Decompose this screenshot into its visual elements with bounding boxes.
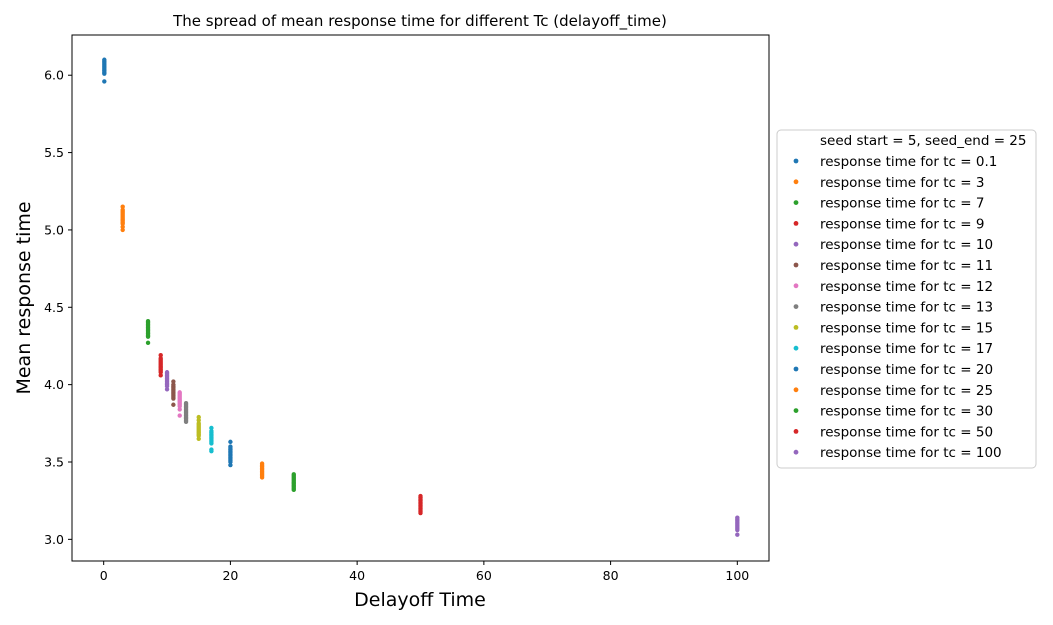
y-tick-label-3: 4.5 (44, 300, 64, 315)
legend-marker-9 (793, 345, 799, 351)
chart-title: The spread of mean response time for dif… (172, 12, 667, 31)
data-point-s2-0 (145, 340, 151, 346)
legend-marker-11 (793, 387, 799, 393)
x-axis-ticks: 0 20 40 60 80 100 (100, 561, 749, 583)
legend-entry-5: response time for tc = 11 (820, 258, 993, 274)
legend-entry-6: response time for tc = 12 (820, 279, 993, 295)
x-tick-label-1: 20 (222, 568, 238, 583)
x-tick-label-3: 60 (476, 568, 492, 583)
data-point-s4-10 (164, 370, 170, 375)
data-point-s0-10 (102, 57, 107, 62)
legend-entry-14: response time for tc = 100 (820, 445, 1002, 461)
y-tick-label-0: 3.0 (44, 532, 64, 547)
data-point-s12-10 (291, 472, 296, 477)
data-point-s0-0 (102, 79, 107, 84)
data-point-s3-10 (158, 356, 163, 361)
legend-marker-6 (793, 283, 799, 289)
plot-frame (71, 34, 770, 562)
legend-entry-13: response time for tc = 50 (820, 424, 993, 440)
x-axis-label: Delayoff Time (354, 589, 486, 611)
legend-entry-2: response time for tc = 7 (820, 196, 984, 212)
legend-marker-14 (793, 449, 799, 455)
legend-entry-1: response time for tc = 3 (820, 175, 984, 191)
data-point-s3-0 (158, 373, 163, 378)
data-point-s8-10 (196, 418, 201, 423)
data-point-s13-11 (418, 493, 423, 499)
legend-items: response time for tc = 0.1 response time … (793, 154, 1002, 461)
legend: seed start = 5, seed_end = 25 response t… (776, 129, 1037, 469)
data-point-s4-0 (164, 387, 170, 392)
x-tick-label-2: 40 (349, 568, 365, 583)
data-point-s11-9 (259, 461, 265, 466)
data-point-s9-11 (209, 425, 214, 431)
legend-entry-8: response time for tc = 15 (820, 320, 993, 336)
data-point-s14-9 (735, 515, 740, 520)
plot-area (72, 35, 769, 561)
data-point-s6-11 (177, 390, 182, 395)
legend-marker-1 (793, 179, 799, 185)
legend-marker-7 (793, 304, 799, 309)
y-tick-label-1: 3.5 (44, 454, 64, 469)
y-axis-ticks: 3.0 3.5 4.0 4.5 5.0 5.5 6.0 (44, 68, 72, 547)
data-point-s5-0 (171, 402, 176, 407)
data-points (102, 57, 740, 537)
legend-header: seed start = 5, seed_end = 25 (820, 133, 1026, 149)
x-tick-label-5: 100 (725, 568, 749, 583)
legend-marker-2 (793, 200, 799, 206)
y-tick-label-5: 5.5 (44, 145, 64, 160)
legend-entry-9: response time for tc = 17 (820, 341, 993, 357)
data-point-s1-12 (120, 204, 125, 209)
legend-box (776, 129, 1037, 469)
data-point-s5-10 (171, 382, 176, 387)
data-point-s1-0 (120, 227, 125, 233)
data-point-s9-1 (209, 447, 214, 452)
legend-marker-0 (793, 158, 799, 164)
legend-entry-7: response time for tc = 13 (820, 300, 993, 316)
data-point-s10-0 (228, 462, 233, 468)
data-point-s5-11 (171, 379, 176, 384)
legend-marker-5 (793, 262, 799, 268)
y-tick-label-4: 5.0 (44, 222, 64, 237)
data-point-s6-0 (177, 413, 182, 418)
legend-marker-3 (793, 221, 799, 226)
legend-entry-4: response time for tc = 10 (820, 237, 993, 253)
data-point-s2-11 (145, 319, 151, 324)
legend-marker-13 (793, 429, 799, 434)
data-point-s7-12 (183, 401, 189, 406)
x-tick-label-0: 0 (100, 568, 108, 583)
legend-marker-4 (793, 241, 799, 247)
legend-entry-0: response time for tc = 0.1 (820, 154, 997, 170)
legend-entry-12: response time for tc = 30 (820, 404, 993, 420)
y-tick-label-2: 4.0 (44, 377, 64, 392)
data-point-s10-11 (228, 444, 233, 449)
legend-entry-11: response time for tc = 25 (820, 383, 993, 399)
data-point-s1-11 (120, 207, 125, 213)
legend-entry-3: response time for tc = 9 (820, 216, 984, 232)
data-point-s1-1 (120, 224, 125, 230)
data-point-s3-11 (158, 353, 163, 358)
legend-entry-10: response time for tc = 20 (820, 362, 993, 378)
legend-marker-8 (793, 325, 799, 330)
legend-marker-12 (793, 408, 799, 413)
data-point-s9-10 (209, 428, 214, 434)
data-point-s8-11 (196, 414, 201, 420)
data-point-s6-1 (177, 407, 182, 412)
data-point-s8-0 (196, 436, 201, 441)
legend-marker-10 (793, 366, 799, 372)
y-tick-label-6: 6.0 (44, 68, 64, 83)
data-point-s14-0 (735, 532, 740, 537)
y-axis-label: Mean response time (13, 201, 35, 394)
x-tick-label-4: 80 (603, 568, 619, 583)
data-point-s10-12 (228, 439, 233, 445)
data-point-s8-9 (196, 421, 201, 426)
